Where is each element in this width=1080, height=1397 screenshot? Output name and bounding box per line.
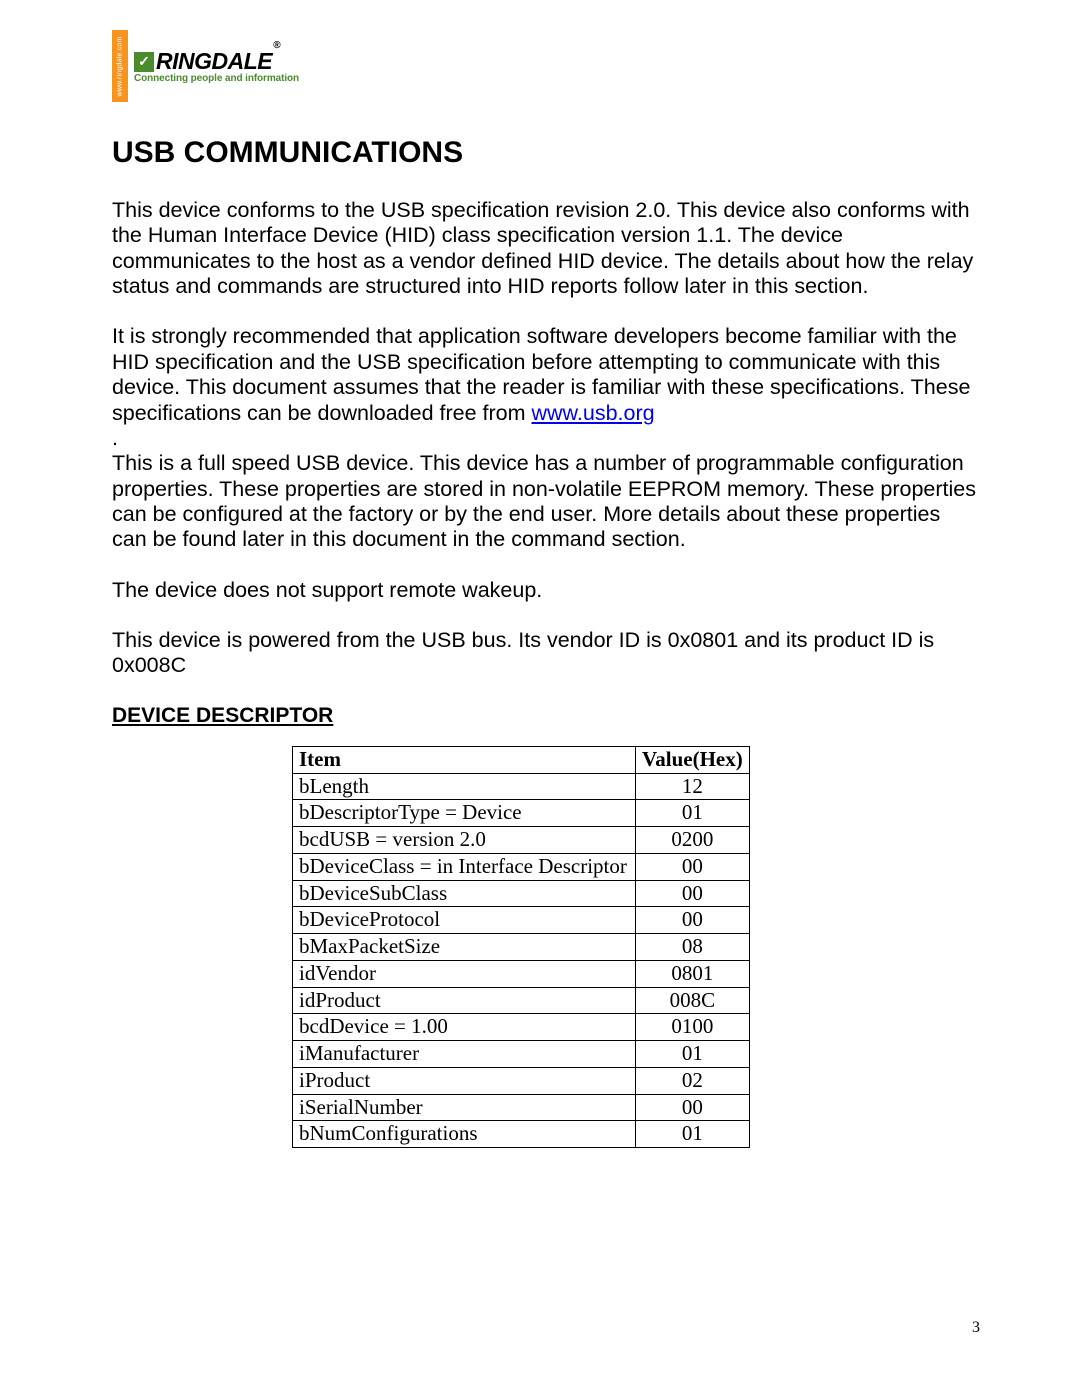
table-cell-value: 00 xyxy=(636,880,750,907)
document-page: www.ringdale.com ✓ RINGDALE® Connecting … xyxy=(0,0,1080,1397)
table-row: bDeviceSubClass00 xyxy=(293,880,750,907)
table-cell-value: 12 xyxy=(636,773,750,800)
logo-tagline: Connecting people and information xyxy=(134,73,299,84)
paragraph-2: It is strongly recommended that applicat… xyxy=(112,324,980,425)
table-cell-item: bLength xyxy=(293,773,636,800)
table-body: bLength12bDescriptorType = Device01bcdUS… xyxy=(293,773,750,1148)
table-cell-item: bDescriptorType = Device xyxy=(293,800,636,827)
table-cell-item: iProduct xyxy=(293,1067,636,1094)
paragraph-3-text: This is a full speed USB device. This de… xyxy=(112,451,976,551)
table-cell-value: 0200 xyxy=(636,827,750,854)
logo-url: www.ringdale.com xyxy=(117,36,124,96)
page-number: 3 xyxy=(972,1319,980,1337)
logo-main: ✓ RINGDALE® Connecting people and inform… xyxy=(128,30,299,102)
table-row: iManufacturer01 xyxy=(293,1041,750,1068)
table-cell-item: bDeviceProtocol xyxy=(293,907,636,934)
table-cell-value: 01 xyxy=(636,800,750,827)
table-cell-item: iSerialNumber xyxy=(293,1094,636,1121)
table-row: bDeviceClass = in Interface Descriptor00 xyxy=(293,853,750,880)
table-row: idProduct008C xyxy=(293,987,750,1014)
paragraph-3: . This is a full speed USB device. This … xyxy=(112,426,980,553)
table-row: iProduct02 xyxy=(293,1067,750,1094)
table-row: bNumConfigurations01 xyxy=(293,1121,750,1148)
paragraph-1: This device conforms to the USB specific… xyxy=(112,198,980,299)
paragraph-4: The device does not support remote wakeu… xyxy=(112,578,980,603)
table-row: bMaxPacketSize08 xyxy=(293,934,750,961)
table-row: bcdUSB = version 2.00200 xyxy=(293,827,750,854)
table-cell-item: idVendor xyxy=(293,960,636,987)
table-cell-value: 00 xyxy=(636,907,750,934)
table-cell-item: idProduct xyxy=(293,987,636,1014)
table-cell-value: 02 xyxy=(636,1067,750,1094)
table-header-value: Value(Hex) xyxy=(636,746,750,773)
table-cell-value: 0801 xyxy=(636,960,750,987)
table-cell-value: 01 xyxy=(636,1041,750,1068)
table-row: idVendor0801 xyxy=(293,960,750,987)
table-cell-value: 08 xyxy=(636,934,750,961)
section-title: USB COMMUNICATIONS xyxy=(112,136,980,170)
table-row: bDeviceProtocol00 xyxy=(293,907,750,934)
table-row: bLength12 xyxy=(293,773,750,800)
paragraph-3-prefix: . xyxy=(112,426,118,450)
brand-logo: www.ringdale.com ✓ RINGDALE® Connecting … xyxy=(112,30,980,102)
table-header-item: Item xyxy=(293,746,636,773)
table-cell-value: 01 xyxy=(636,1121,750,1148)
table-cell-value: 0100 xyxy=(636,1014,750,1041)
table-cell-item: bcdDevice = 1.00 xyxy=(293,1014,636,1041)
logo-brand-name: RINGDALE® xyxy=(156,48,279,75)
logo-sidebar: www.ringdale.com xyxy=(112,30,128,102)
table-row: bcdDevice = 1.000100 xyxy=(293,1014,750,1041)
table-cell-item: bMaxPacketSize xyxy=(293,934,636,961)
table-cell-item: iManufacturer xyxy=(293,1041,636,1068)
table-row: bDescriptorType = Device01 xyxy=(293,800,750,827)
logo-brand-row: ✓ RINGDALE® xyxy=(134,48,299,75)
table-row: iSerialNumber00 xyxy=(293,1094,750,1121)
table-cell-value: 00 xyxy=(636,853,750,880)
table-cell-item: bDeviceSubClass xyxy=(293,880,636,907)
logo-check-icon: ✓ xyxy=(134,52,154,72)
table-header-row: Item Value(Hex) xyxy=(293,746,750,773)
table-cell-item: bDeviceClass = in Interface Descriptor xyxy=(293,853,636,880)
table-cell-item: bcdUSB = version 2.0 xyxy=(293,827,636,854)
device-descriptor-table: Item Value(Hex) bLength12bDescriptorType… xyxy=(292,746,750,1148)
table-cell-value: 00 xyxy=(636,1094,750,1121)
table-cell-value: 008C xyxy=(636,987,750,1014)
usb-org-link[interactable]: www.usb.org xyxy=(532,401,655,425)
paragraph-5: This device is powered from the USB bus.… xyxy=(112,628,980,679)
subheading-device-descriptor: DEVICE DESCRIPTOR xyxy=(112,704,980,728)
table-cell-item: bNumConfigurations xyxy=(293,1121,636,1148)
